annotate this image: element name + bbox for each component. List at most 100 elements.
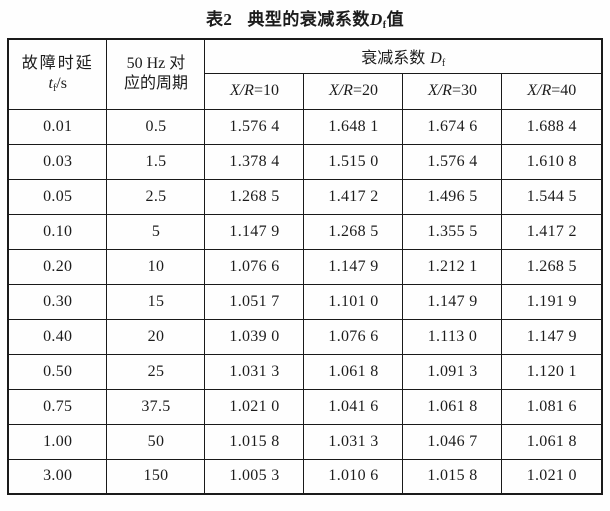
damping-symbol-sub: f bbox=[441, 58, 446, 70]
cell-df-value: 1.021 0 bbox=[204, 388, 305, 425]
cell-cycles: 50 bbox=[106, 423, 206, 460]
cell-df-value: 1.268 5 bbox=[501, 248, 603, 285]
cell-df-value: 1.355 5 bbox=[402, 213, 503, 250]
cell-cycles: 150 bbox=[106, 458, 206, 495]
table-row: 0.30 15 1.051 7 1.101 0 1.147 9 1.191 9 bbox=[7, 283, 603, 320]
cell-df-value: 1.031 3 bbox=[303, 423, 404, 460]
table-row: 0.40 20 1.039 0 1.076 6 1.113 0 1.147 9 bbox=[7, 318, 603, 355]
cell-cycles: 20 bbox=[106, 318, 206, 355]
cell-df-value: 1.061 8 bbox=[501, 423, 603, 460]
cell-df-value: 1.061 8 bbox=[402, 388, 503, 425]
cell-df-value: 1.061 8 bbox=[303, 353, 404, 390]
cell-df-value: 1.041 6 bbox=[303, 388, 404, 425]
title-symbol-sub: f bbox=[382, 20, 387, 31]
cell-df-value: 1.081 6 bbox=[501, 388, 603, 425]
cell-df-value: 1.576 4 bbox=[204, 108, 305, 145]
cell-df-value: 1.005 3 bbox=[204, 458, 305, 495]
header-fault-delay-symbol: tf/s bbox=[48, 75, 67, 95]
cell-df-value: 1.147 9 bbox=[303, 248, 404, 285]
cell-df-value: 1.496 5 bbox=[402, 178, 503, 215]
cell-df-value: 1.021 0 bbox=[501, 458, 603, 495]
cell-df-value: 1.378 4 bbox=[204, 143, 305, 180]
table-row: 0.01 0.5 1.576 4 1.648 1 1.674 6 1.688 4 bbox=[7, 108, 603, 145]
cell-cycles: 15 bbox=[106, 283, 206, 320]
cell-fault-delay: 0.50 bbox=[7, 353, 108, 390]
table-row: 1.00 50 1.015 8 1.031 3 1.046 7 1.061 8 bbox=[7, 423, 603, 460]
cell-fault-delay: 0.01 bbox=[7, 108, 108, 145]
header-fault-delay: 故障时延 tf/s bbox=[7, 38, 108, 110]
attenuation-coefficient-table: 故障时延 tf/s 50 Hz 对 应的周期 衰减系数 Df X/R=10 X/R… bbox=[6, 38, 604, 495]
header-cycles-line2: 应的周期 bbox=[123, 75, 188, 93]
cell-df-value: 1.076 6 bbox=[303, 318, 404, 355]
damping-symbol-D: D bbox=[430, 50, 442, 68]
table-header: 故障时延 tf/s 50 Hz 对 应的周期 衰减系数 Df X/R=10 X/R… bbox=[7, 38, 603, 110]
table-title: 表2 典型的衰减系数Df值 bbox=[0, 0, 610, 31]
cell-df-value: 1.191 9 bbox=[501, 283, 603, 320]
cell-df-value: 1.688 4 bbox=[501, 108, 603, 145]
header-row-1: 故障时延 tf/s 50 Hz 对 应的周期 衰减系数 Df bbox=[7, 38, 603, 110]
title-symbol-D: D bbox=[369, 10, 383, 29]
table-number: 表2 bbox=[205, 10, 233, 29]
cell-cycles: 25 bbox=[106, 353, 206, 390]
cell-df-value: 1.147 9 bbox=[204, 213, 305, 250]
table-title-text: 典型的衰减系数 bbox=[247, 10, 370, 29]
cell-fault-delay: 0.05 bbox=[7, 178, 108, 215]
damping-factor-label: 衰减系数 bbox=[361, 50, 426, 68]
cell-df-value: 1.268 5 bbox=[204, 178, 305, 215]
table-row: 0.75 37.5 1.021 0 1.041 6 1.061 8 1.081 … bbox=[7, 388, 603, 425]
cell-df-value: 1.010 6 bbox=[303, 458, 404, 495]
cell-df-value: 1.015 8 bbox=[204, 423, 305, 460]
table-row: 0.10 5 1.147 9 1.268 5 1.355 5 1.417 2 bbox=[7, 213, 603, 250]
cell-df-value: 1.015 8 bbox=[402, 458, 503, 495]
cell-df-value: 1.515 0 bbox=[303, 143, 404, 180]
header-xr-20: X/R=20 bbox=[303, 72, 404, 110]
cell-df-value: 1.051 7 bbox=[204, 283, 305, 320]
cell-cycles: 1.5 bbox=[106, 143, 206, 180]
cell-cycles: 5 bbox=[106, 213, 206, 250]
cell-fault-delay: 0.10 bbox=[7, 213, 108, 250]
header-cycles: 50 Hz 对 应的周期 bbox=[106, 38, 206, 110]
cell-fault-delay: 0.40 bbox=[7, 318, 108, 355]
cell-fault-delay: 0.03 bbox=[7, 143, 108, 180]
cell-df-value: 1.046 7 bbox=[402, 423, 503, 460]
table-row: 0.05 2.5 1.268 5 1.417 2 1.496 5 1.544 5 bbox=[7, 178, 603, 215]
cell-df-value: 1.091 3 bbox=[402, 353, 503, 390]
table-row: 0.20 10 1.076 6 1.147 9 1.212 1 1.268 5 bbox=[7, 248, 603, 285]
header-xr-40: X/R=40 bbox=[501, 72, 603, 110]
cell-df-value: 1.212 1 bbox=[402, 248, 503, 285]
table-body: 0.01 0.5 1.576 4 1.648 1 1.674 6 1.688 4… bbox=[7, 108, 603, 495]
cell-df-value: 1.268 5 bbox=[303, 213, 404, 250]
header-xr-10: X/R=10 bbox=[204, 72, 305, 110]
cell-cycles: 2.5 bbox=[106, 178, 206, 215]
header-xr-30: X/R=30 bbox=[402, 72, 503, 110]
cell-fault-delay: 3.00 bbox=[7, 458, 108, 495]
cell-df-value: 1.544 5 bbox=[501, 178, 603, 215]
cell-df-value: 1.576 4 bbox=[402, 143, 503, 180]
cell-df-value: 1.147 9 bbox=[402, 283, 503, 320]
cell-df-value: 1.039 0 bbox=[204, 318, 305, 355]
table-row: 0.50 25 1.031 3 1.061 8 1.091 3 1.120 1 bbox=[7, 353, 603, 390]
header-damping-factor: 衰减系数 Df bbox=[204, 38, 603, 74]
cell-df-value: 1.610 8 bbox=[501, 143, 603, 180]
header-row-2: X/R=10 X/R=20 X/R=30 X/R=40 bbox=[8, 72, 603, 110]
cell-df-value: 1.147 9 bbox=[501, 318, 603, 355]
cell-df-value: 1.076 6 bbox=[204, 248, 305, 285]
cell-df-value: 1.031 3 bbox=[204, 353, 305, 390]
cell-fault-delay: 1.00 bbox=[7, 423, 108, 460]
cell-df-value: 1.101 0 bbox=[303, 283, 404, 320]
cell-fault-delay: 0.30 bbox=[7, 283, 108, 320]
cell-cycles: 37.5 bbox=[106, 388, 206, 425]
header-cycles-line1: 50 Hz 对 bbox=[126, 55, 186, 73]
cell-cycles: 0.5 bbox=[106, 108, 206, 145]
cell-df-value: 1.120 1 bbox=[501, 353, 603, 390]
header-fault-delay-label: 故障时延 bbox=[21, 55, 94, 73]
table-row: 0.03 1.5 1.378 4 1.515 0 1.576 4 1.610 8 bbox=[7, 143, 603, 180]
cell-df-value: 1.417 2 bbox=[501, 213, 603, 250]
cell-df-value: 1.113 0 bbox=[402, 318, 503, 355]
cell-df-value: 1.674 6 bbox=[402, 108, 503, 145]
table-title-suffix: 值 bbox=[386, 10, 405, 29]
cell-cycles: 10 bbox=[106, 248, 206, 285]
table-row: 3.00 150 1.005 3 1.010 6 1.015 8 1.021 0 bbox=[7, 458, 603, 495]
cell-fault-delay: 0.20 bbox=[7, 248, 108, 285]
cell-fault-delay: 0.75 bbox=[7, 388, 108, 425]
